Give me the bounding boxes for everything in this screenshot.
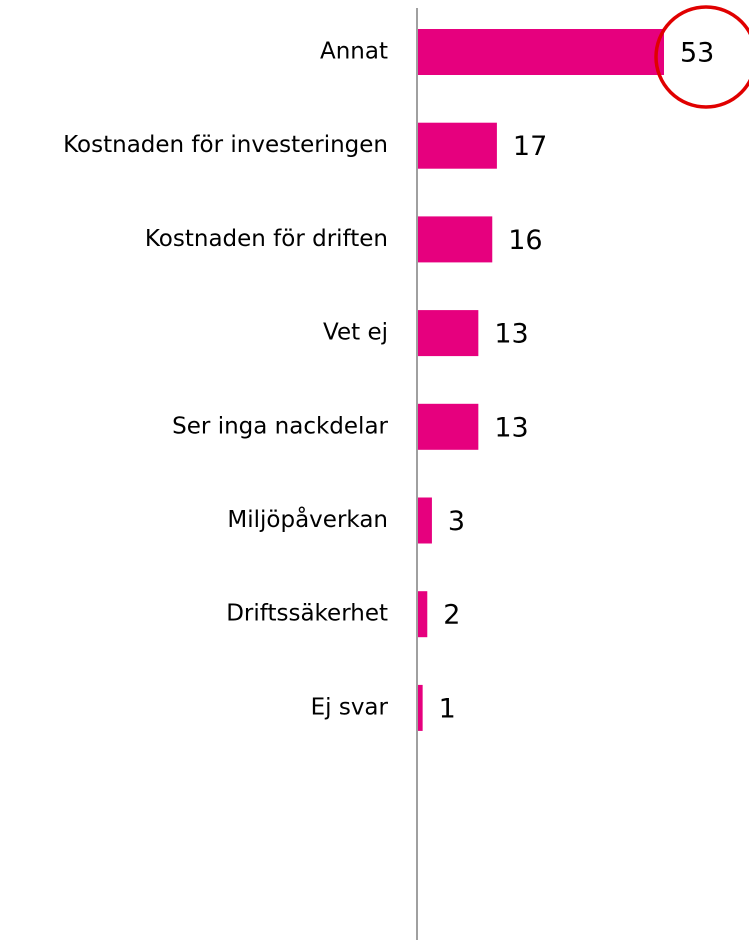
category-label: Annat [320,39,388,65]
value-label: 16 [508,225,542,256]
value-label: 13 [494,319,528,350]
value-label: 1 [439,693,456,724]
value-label: 2 [443,600,460,631]
value-label: 17 [513,131,547,162]
category-label: Ser inga nackdelar [172,413,388,439]
bar [418,29,664,75]
category-label: Kostnaden för driften [145,226,388,252]
value-label: 53 [680,38,714,69]
bar [418,591,428,638]
bar [418,497,432,544]
category-label: Kostnaden för investeringen [63,132,388,158]
highlight-circle [654,5,749,109]
bar [418,684,423,731]
bar [418,216,493,263]
category-label: Driftssäkerhet [226,601,388,627]
category-label: Ej svar [311,694,389,720]
value-label: 3 [448,506,465,537]
bar [418,122,497,169]
bar [418,310,479,357]
category-label: Miljöpåverkan [227,505,388,533]
value-label: 13 [494,412,528,443]
bar [418,403,479,450]
category-label: Vet ej [323,320,388,346]
